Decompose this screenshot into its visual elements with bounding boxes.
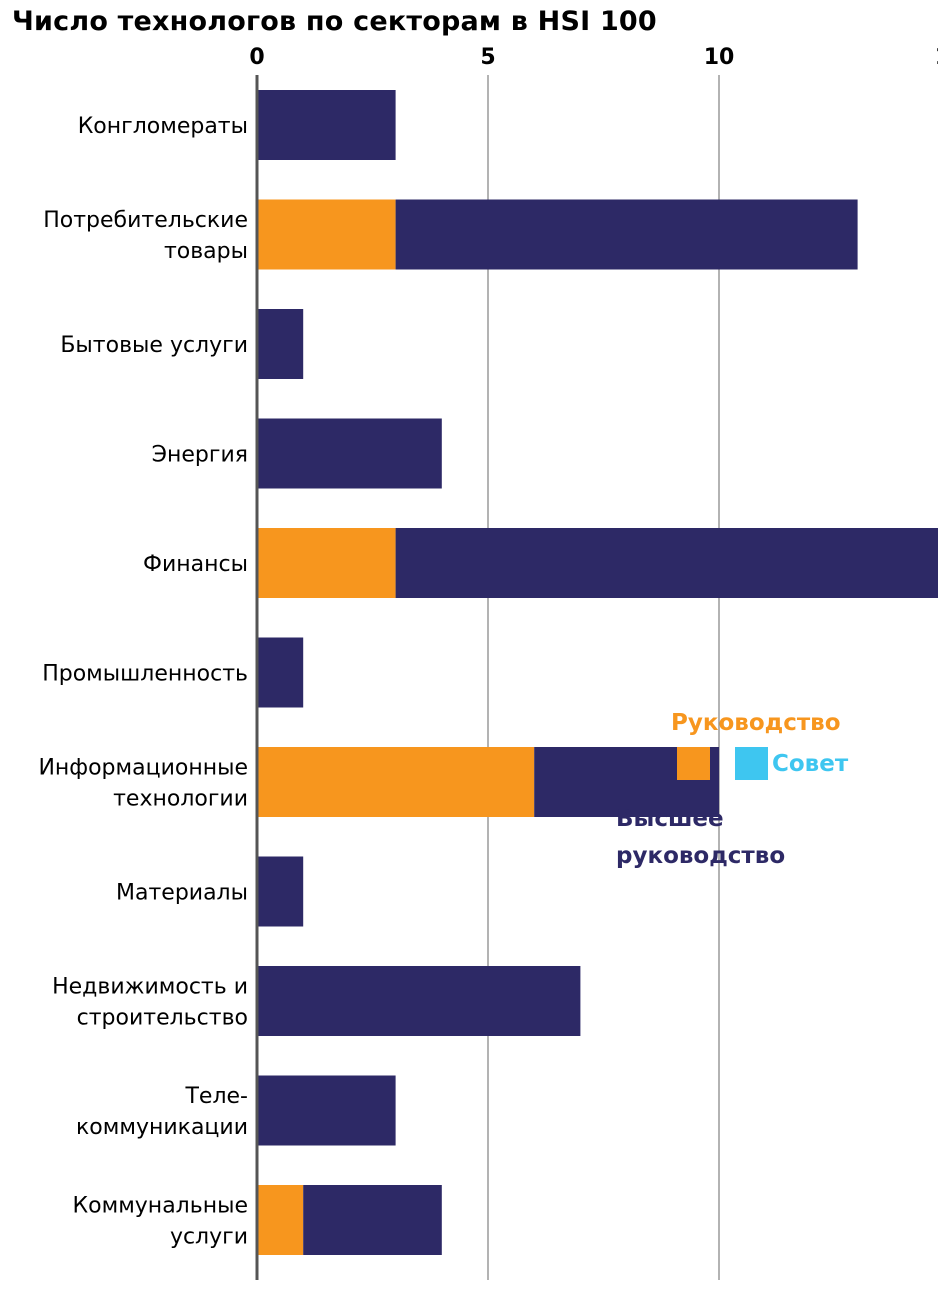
bar-segment xyxy=(395,199,858,270)
chart-title: Число технологов по секторам в HSI 100 xyxy=(12,6,657,37)
bar-segment xyxy=(257,1185,304,1255)
bar-segment xyxy=(257,418,442,489)
bar-segment xyxy=(257,199,396,270)
x-tick-label: 10 xyxy=(704,45,735,70)
legend-label: Руководство xyxy=(671,710,841,736)
category-label: Недвижимость и строительство xyxy=(52,975,248,1031)
bar-segment xyxy=(395,528,938,598)
category-label: Коммунальные услуги xyxy=(73,1194,248,1250)
bar-segment xyxy=(257,309,304,379)
legend-swatch xyxy=(735,747,768,780)
x-tick-label: 15 xyxy=(935,45,938,70)
category-label: Теле-коммуникации xyxy=(76,1084,248,1140)
legend-label: Совет xyxy=(772,751,849,777)
bar-segment xyxy=(257,90,396,160)
bar-segment xyxy=(257,1075,396,1146)
x-tick-label: 5 xyxy=(480,45,495,70)
bar-segment xyxy=(257,747,535,817)
x-tick-label: 0 xyxy=(249,45,264,70)
legend-swatch xyxy=(620,747,653,780)
category-label: Потребительские товары xyxy=(43,208,248,264)
category-label: Конгломераты xyxy=(78,114,248,139)
legend-swatch xyxy=(677,747,710,780)
category-label: Информационные технологии xyxy=(38,756,248,812)
grid-layer xyxy=(487,75,720,1280)
legend: Руководство Совет Высшее руководство xyxy=(616,710,849,869)
bar-segment xyxy=(257,528,396,598)
category-label: Промышленность xyxy=(42,662,248,687)
category-label: Энергия xyxy=(152,443,248,468)
category-label: Бытовые услуги xyxy=(60,333,248,358)
legend-label: Высшее руководство xyxy=(616,806,785,869)
bar-segment xyxy=(257,856,304,927)
category-label: Финансы xyxy=(143,552,248,577)
label-layer: Конгломераты Потребительские товары Бытовые… xyxy=(38,114,248,1250)
category-label: Материалы xyxy=(116,881,248,906)
bar-segment xyxy=(257,637,304,708)
bar-segment xyxy=(303,1185,442,1255)
bar-layer xyxy=(257,90,938,1255)
bar-segment xyxy=(257,966,581,1036)
axis-layer: 0510152025 xyxy=(249,45,938,1280)
